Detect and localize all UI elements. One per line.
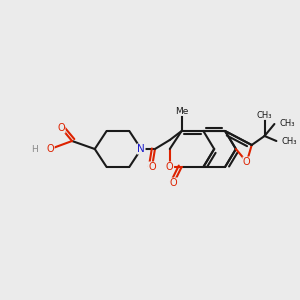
- Text: O: O: [166, 162, 174, 172]
- Text: H: H: [31, 145, 38, 154]
- Text: O: O: [243, 157, 250, 167]
- Text: CH₃: CH₃: [281, 136, 297, 146]
- Text: O: O: [46, 144, 54, 154]
- Text: CH₃: CH₃: [279, 119, 295, 128]
- Text: Me: Me: [175, 106, 188, 116]
- Text: O: O: [148, 162, 156, 172]
- Text: O: O: [57, 123, 65, 133]
- Text: CH₃: CH₃: [257, 110, 272, 119]
- Text: N: N: [137, 144, 145, 154]
- Text: O: O: [170, 178, 178, 188]
